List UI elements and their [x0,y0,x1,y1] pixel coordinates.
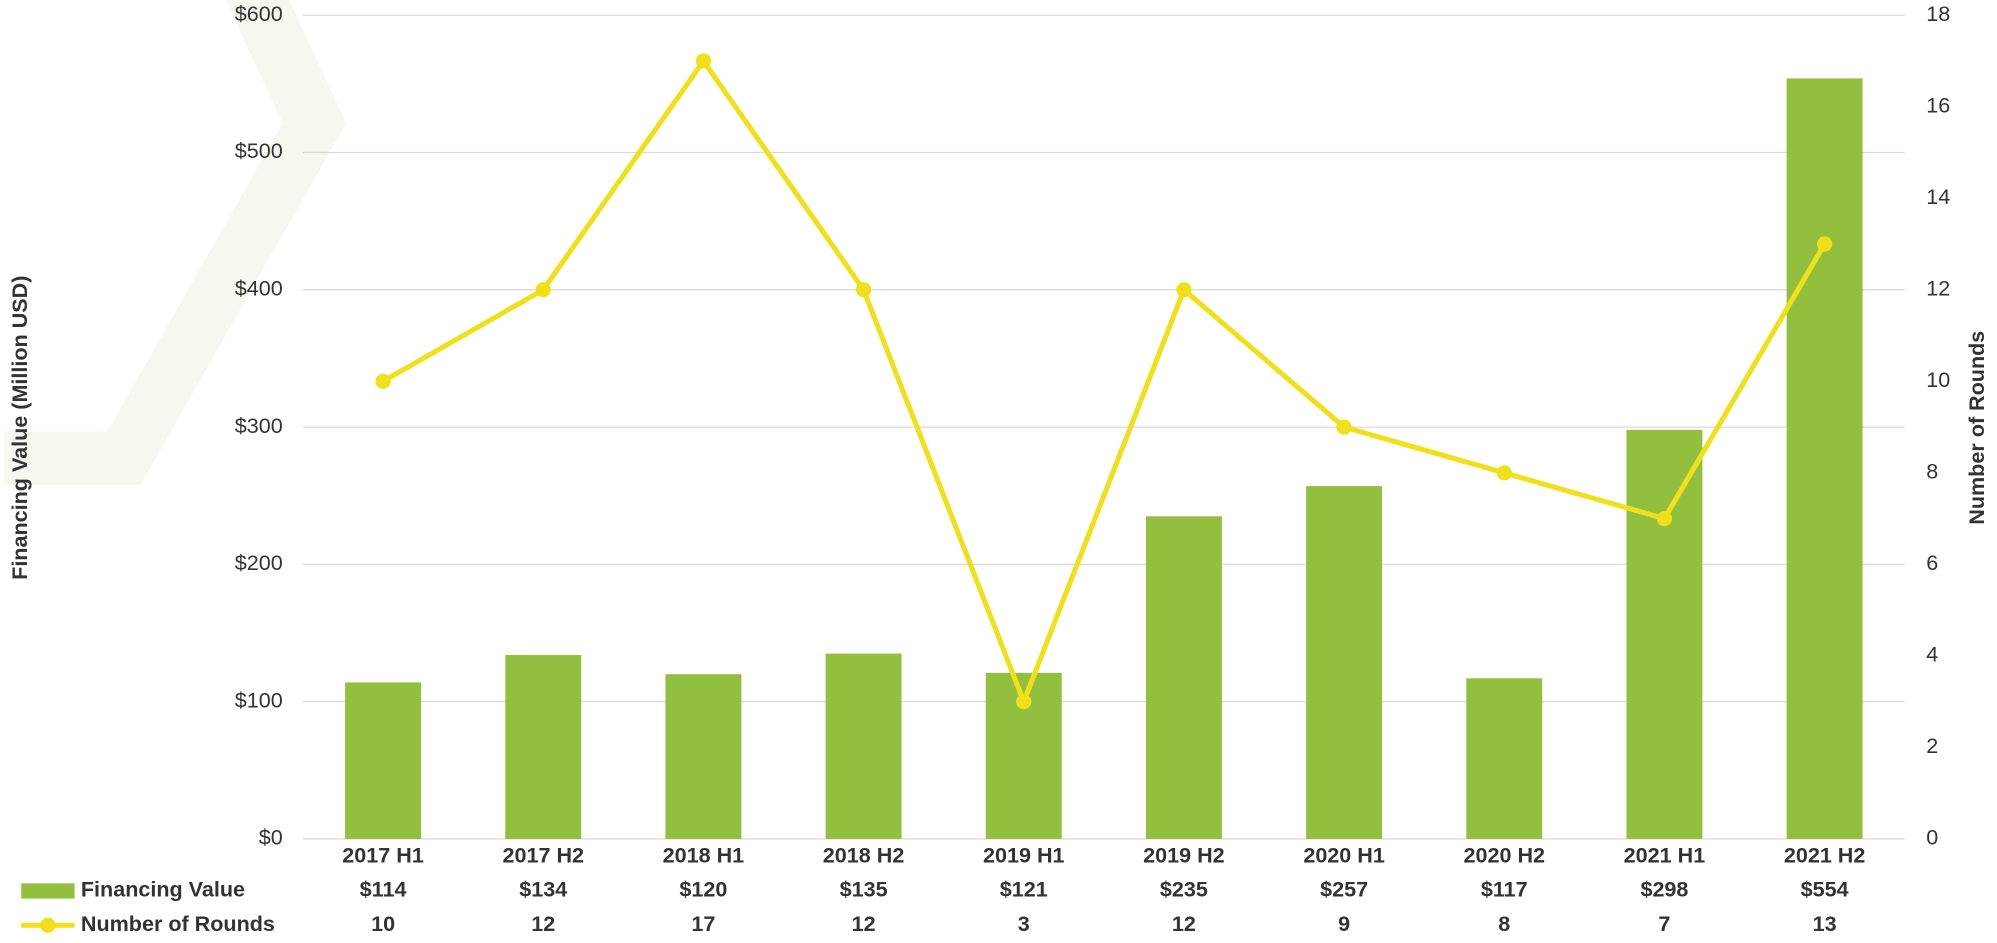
line-marker [1016,694,1032,710]
y2-tick-label: 4 [1926,642,1938,667]
bar [1466,678,1543,839]
y-tick-label: $200 [235,550,283,575]
data-table-cell: 7 [1658,911,1670,936]
data-table-cell: $135 [840,877,888,902]
x-tick-label: 2017 H1 [342,842,424,867]
line-marker [535,282,551,298]
y-tick-label: $300 [235,413,283,438]
x-tick-label: 2020 H1 [1303,842,1385,867]
line-marker [1496,465,1512,481]
y2-axis-label: Number of Rounds [1964,331,1989,525]
bar [1626,429,1703,839]
data-table-cell: $235 [1160,877,1208,902]
data-table-cell: $257 [1320,877,1368,902]
data-table-cell: 12 [1172,911,1196,936]
y-tick-label: $0 [259,825,283,850]
data-table-cell: $120 [679,877,727,902]
data-table-cell: $298 [1640,877,1688,902]
y-tick-label: $600 [235,1,283,26]
bar [505,654,582,839]
x-tick-label: 2019 H2 [1143,842,1225,867]
legend-label: Financing Value [81,877,245,902]
y2-tick-label: 12 [1926,275,1950,300]
x-tick-label: 2017 H2 [502,842,584,867]
bar [665,674,742,839]
data-table-cell: $554 [1801,877,1849,902]
y-axis-label: Financing Value (Million USD) [7,276,32,580]
data-table-cell: $121 [1000,877,1048,902]
line-marker [1336,419,1352,435]
x-tick-label: 2018 H2 [823,842,905,867]
y2-tick-label: 16 [1926,92,1950,117]
bar [825,653,902,839]
data-table-cell: 3 [1018,911,1030,936]
bar [1306,486,1383,839]
x-tick-label: 2019 H1 [983,842,1065,867]
data-table-cell: $134 [519,877,567,902]
data-table-cell: 10 [371,911,395,936]
line-marker [695,53,712,69]
data-table-cell: 12 [531,911,555,936]
legend-label: Number of Rounds [81,911,275,936]
y2-tick-label: 18 [1926,1,1950,26]
data-table-cell: 9 [1338,911,1350,936]
y2-tick-label: 10 [1926,367,1950,392]
line-marker [1176,282,1192,298]
line-marker [375,373,391,389]
x-tick-label: 2020 H2 [1464,842,1546,867]
x-tick-label: 2021 H1 [1624,842,1706,867]
data-table-cell: 17 [691,911,715,936]
bar [1786,78,1863,839]
data-table-cell: 8 [1498,911,1510,936]
bar [345,682,422,839]
y2-tick-label: 0 [1926,825,1938,850]
x-tick-label: 2021 H2 [1784,842,1866,867]
y2-tick-label: 6 [1926,550,1938,575]
line-marker [1816,236,1833,252]
data-table-cell: 13 [1813,911,1837,936]
data-table-cell: $114 [360,877,407,902]
y-tick-label: $100 [235,687,283,712]
y2-tick-label: 2 [1926,733,1938,758]
x-tick-label: 2018 H1 [663,842,745,867]
bar [1145,516,1222,839]
line-marker [1656,510,1673,527]
line-marker [855,282,872,298]
background-chevron [3,0,347,485]
y-tick-label: $400 [235,275,283,300]
legend-swatch [21,883,75,899]
y2-tick-label: 14 [1926,184,1950,209]
data-table-cell: $117 [1481,877,1528,902]
data-table-cell: 12 [852,911,876,936]
legend-swatch [40,917,56,933]
y2-tick-label: 8 [1926,459,1938,484]
line [381,56,1827,709]
y-tick-label: $500 [235,138,283,163]
